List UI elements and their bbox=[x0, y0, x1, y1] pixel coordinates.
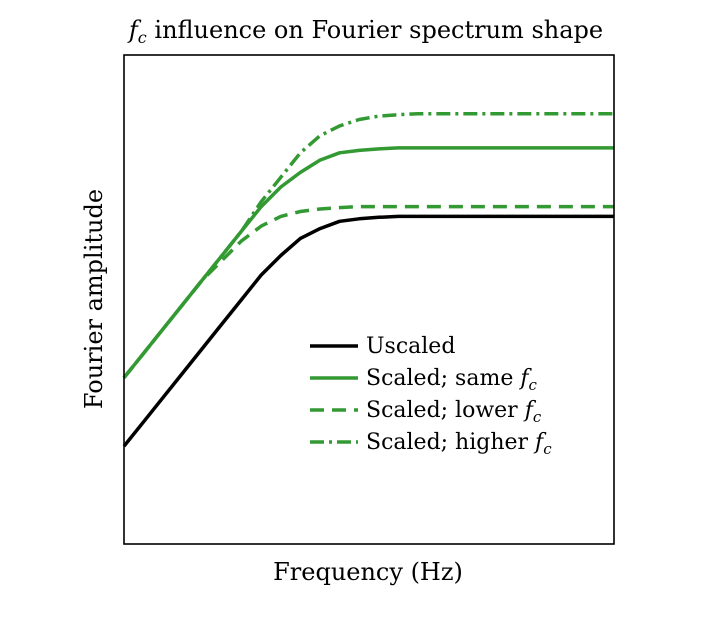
legend-label-1: Scaled; same fc bbox=[366, 366, 538, 394]
series-line-2 bbox=[122, 204, 614, 379]
y-axis-label: Fourier amplitude bbox=[80, 189, 108, 409]
chart-title-rest: influence on Fourier spectrum shape bbox=[147, 16, 603, 44]
legend-label-2: Scaled; lower fc bbox=[366, 398, 542, 426]
chart-title-subscript: c bbox=[138, 28, 147, 47]
legend-label-0: Uscaled bbox=[366, 334, 455, 359]
series-layer bbox=[122, 111, 614, 448]
plot-frame bbox=[123, 54, 615, 545]
series-line-1 bbox=[122, 146, 614, 379]
legend: Uscaled Scaled; same fc Scaled; lower fc Sc… bbox=[310, 334, 552, 458]
legend-label-3: Scaled; higher fc bbox=[366, 430, 552, 458]
series-line-0 bbox=[122, 214, 614, 448]
x-axis-label: Frequency (Hz) bbox=[273, 558, 463, 586]
chart-title: fc influence on Fourier spectrum shape bbox=[127, 16, 603, 47]
series-line-3 bbox=[122, 111, 614, 379]
